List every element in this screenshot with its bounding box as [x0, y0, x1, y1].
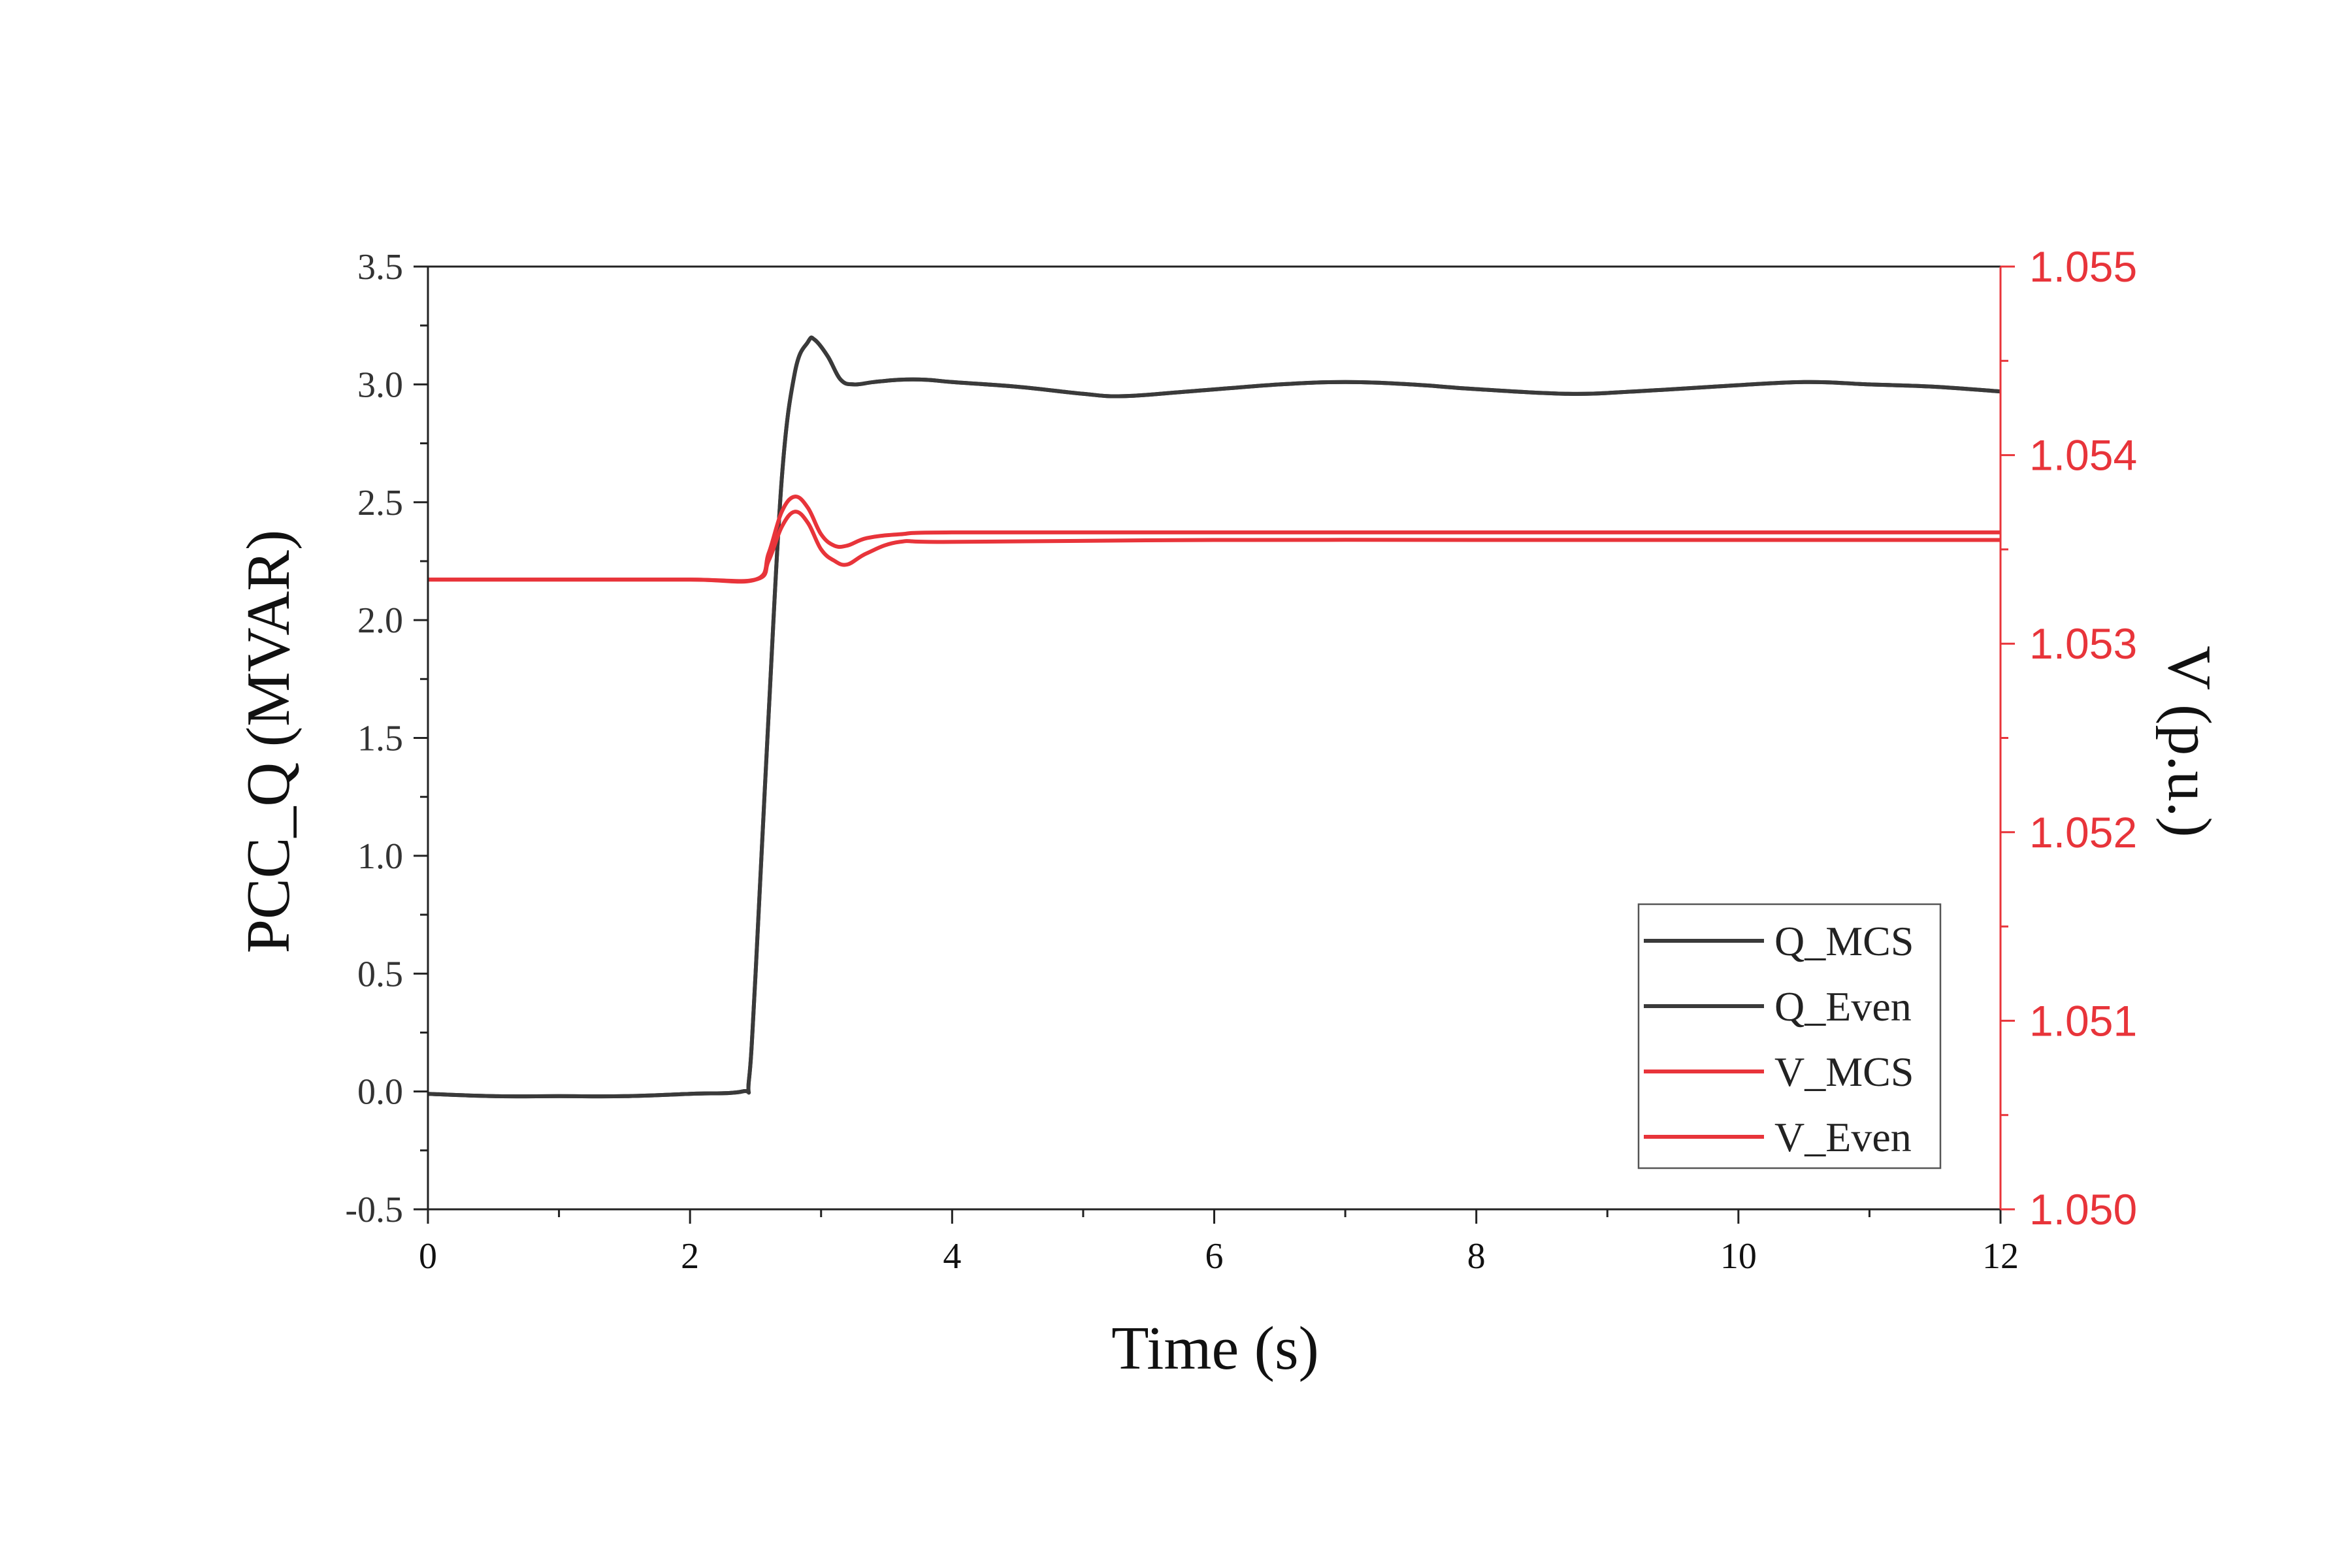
x-tick-label: 10 [1720, 1236, 1757, 1277]
legend-label: V_MCS [1774, 1049, 1914, 1095]
legend-label: Q_Even [1774, 983, 1912, 1030]
legend: Q_MCS Q_Even V_MCS V_Even [1637, 903, 1942, 1169]
y-left-tick-label: 0.5 [357, 954, 403, 994]
x-tick-label: 6 [1205, 1236, 1224, 1277]
series-layer [428, 335, 2001, 1099]
y-left-tick-label: 1.5 [357, 719, 403, 759]
y-right-tick-label: 1.053 [2029, 619, 2137, 668]
y-left-tick-label: 0.0 [357, 1072, 403, 1113]
y-left-tick-label: 2.5 [357, 483, 403, 523]
left-y-axis-title: PCC_Q (MVAR) [235, 530, 302, 954]
x-tick-label: 8 [1467, 1236, 1486, 1277]
y-right-tick-label: 1.055 [2029, 242, 2137, 291]
right-y-axis-title: V (p.u.) [2155, 645, 2223, 837]
legend-label: Q_MCS [1774, 918, 1914, 964]
legend-label: V_Even [1774, 1114, 1912, 1160]
x-tick-label: 2 [681, 1236, 699, 1277]
legend-box [1637, 903, 1942, 1169]
series-line-v-even [428, 510, 2001, 583]
x-tick-label: 4 [943, 1236, 961, 1277]
ticks-layer: 0 2 4 6 8 10 12 -0.5 0.0 0.5 1.0 1.5 2.0 2.5 3.0 3.5 1.0… [345, 242, 2137, 1277]
y-left-tick-label: 3.5 [357, 247, 403, 287]
y-left-tick-label: 3.0 [357, 365, 403, 405]
x-axis-title: Time (s) [1111, 1315, 1319, 1382]
y-right-tick-label: 1.052 [2029, 808, 2137, 857]
y-left-tick-label: 1.0 [357, 836, 403, 877]
series-line-q-even [428, 335, 2001, 1099]
x-tick-label: 12 [1982, 1236, 2019, 1277]
y-right-tick-label: 1.050 [2029, 1185, 2137, 1233]
x-tick-label: 0 [419, 1236, 437, 1277]
y-left-tick-label: 2.0 [357, 600, 403, 641]
y-right-tick-label: 1.051 [2029, 996, 2137, 1045]
y-left-tick-label: -0.5 [345, 1190, 403, 1230]
y-right-tick-label: 1.054 [2029, 431, 2137, 480]
